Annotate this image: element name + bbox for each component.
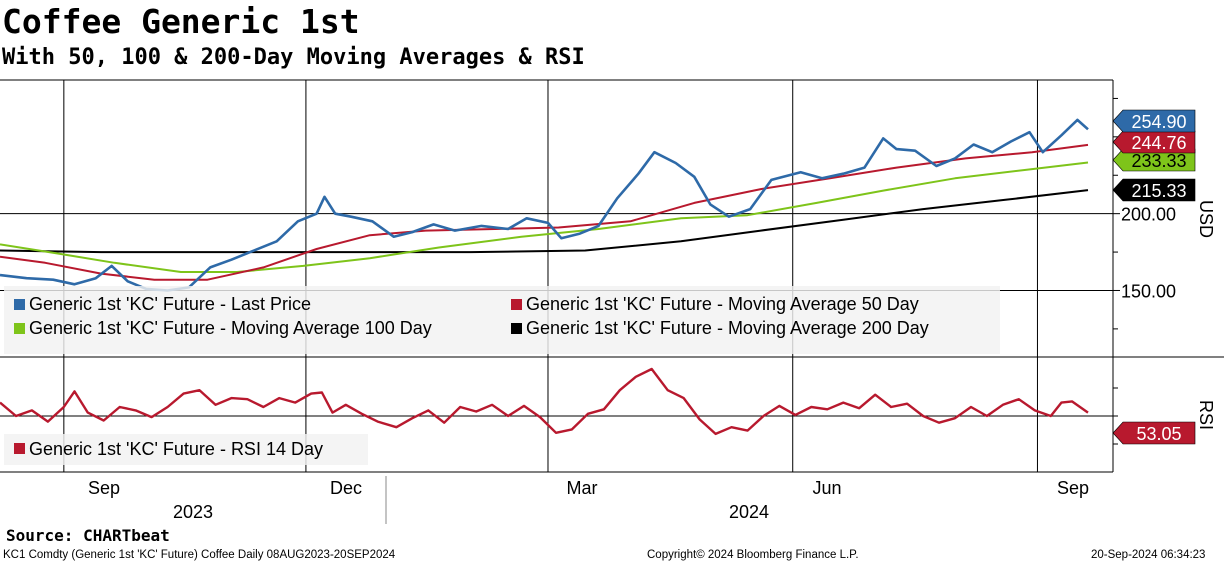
- legend-swatch: [14, 443, 25, 454]
- series-line-ma200: [0, 189, 1089, 254]
- chart-subtitle: With 50, 100 & 200-Day Moving Averages &…: [2, 45, 585, 70]
- series-line-last-price: [0, 118, 1089, 292]
- source-label: Source: CHARTbeat: [6, 526, 170, 545]
- ticker-description: KC1 Comdty (Generic 1st 'KC' Future) Cof…: [3, 549, 396, 561]
- series-line-ma100: [0, 161, 1089, 273]
- price-tick-label: 150.00: [1121, 281, 1176, 301]
- badge-ma100: 233.33: [1131, 151, 1186, 171]
- x-month-label: Mar: [567, 478, 598, 498]
- x-month-label: Dec: [330, 478, 362, 498]
- badge-rsi: 53.05: [1136, 424, 1181, 444]
- x-month-label: Sep: [88, 478, 120, 498]
- x-month-label: Sep: [1057, 478, 1089, 498]
- legend-label: Generic 1st 'KC' Future - Last Price: [29, 294, 311, 314]
- price-legend-box: [4, 286, 1000, 354]
- series-lines: Generic 1st 'KC' Future - Last Price Gene…: [0, 118, 1089, 465]
- x-year-label: 2023: [173, 502, 213, 522]
- badge-rsi-bg: [1112, 421, 1196, 445]
- legend-swatch: [511, 299, 522, 310]
- legend-swatch: [14, 323, 25, 334]
- chart-canvas: Generic 1st 'KC' Future - Last Price Gene…: [0, 79, 1224, 524]
- legend-label: Generic 1st 'KC' Future - RSI 14 Day: [29, 439, 323, 459]
- badge-last-price: 254.90: [1131, 112, 1186, 132]
- badge-last-price-bg: [1112, 109, 1196, 133]
- badge-ma200: 215.33: [1131, 181, 1186, 201]
- legend-label: Generic 1st 'KC' Future - Moving Average…: [29, 318, 432, 338]
- price-axis-title: USD: [1196, 200, 1216, 238]
- badge-ma200-bg: [1112, 178, 1196, 202]
- axes: 150.00 200.00 USD RSI Sep Dec Mar Jun Sep 2023 202…: [88, 80, 1216, 524]
- legend-label: Generic 1st 'KC' Future - Moving Average…: [526, 294, 919, 314]
- series-line-ma50: [0, 143, 1089, 281]
- badge-ma50: 244.76: [1131, 133, 1186, 153]
- badge-ma50-bg: [1112, 130, 1196, 154]
- x-year-label: 2024: [729, 502, 769, 522]
- legend-label: Generic 1st 'KC' Future - Moving Average…: [526, 318, 929, 338]
- rsi-legend-box: [4, 434, 368, 465]
- copyright-notice: Copyright© 2024 Bloomberg Finance L.P.: [647, 549, 859, 561]
- legend-swatch: [511, 323, 522, 334]
- chart-title: Coffee Generic 1st: [2, 2, 360, 41]
- series-line-rsi: [0, 367, 1089, 436]
- x-month-label: Jun: [812, 478, 841, 498]
- legend-swatch: [14, 299, 25, 310]
- timestamp: 20-Sep-2024 06:34:23: [1091, 549, 1206, 561]
- rsi-axis-title: RSI: [1196, 400, 1216, 430]
- price-tick-label: 200.00: [1121, 205, 1176, 225]
